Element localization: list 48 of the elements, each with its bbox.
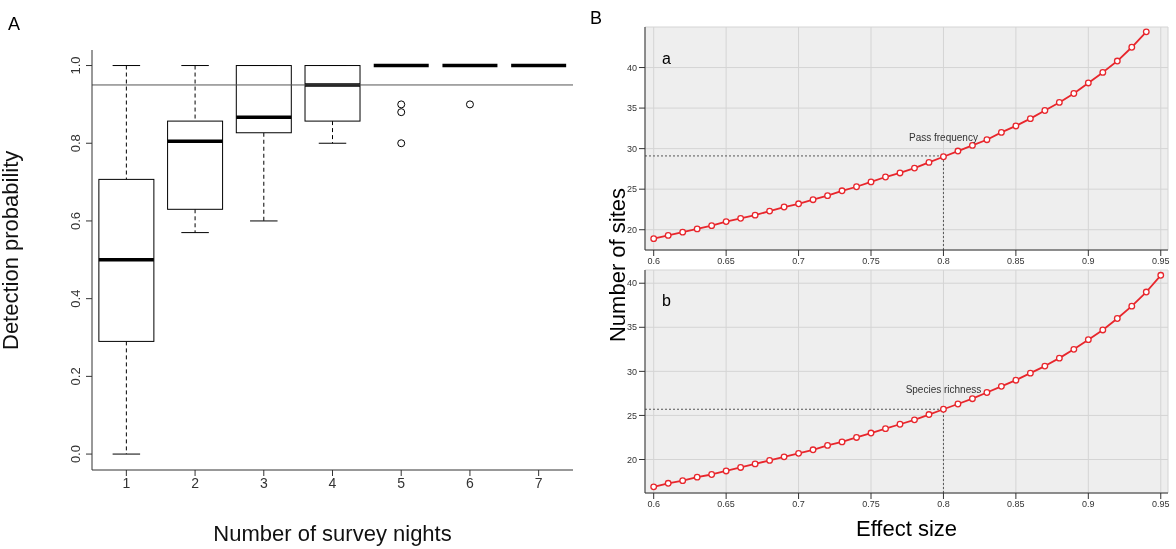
annotation: a [662, 50, 671, 68]
x-tick-label: 0.8 [937, 256, 950, 267]
x-tick-label: 4 [328, 474, 337, 491]
y-tick-label: 0.0 [68, 445, 83, 464]
x-tick-label: 0.8 [937, 499, 950, 510]
y-tick-label: 25 [626, 184, 637, 195]
y-tick-label: 35 [626, 103, 637, 114]
x-tick-label: 0.6 [647, 499, 660, 510]
x-tick-label: 0.6 [647, 256, 660, 267]
y-tick-label: 35 [626, 322, 637, 333]
x-tick-label: 3 [259, 474, 268, 491]
y-tick-label: 20 [626, 454, 637, 465]
y-tick-label: 40 [626, 62, 637, 73]
y-tick-label: 30 [626, 366, 637, 377]
x-tick-label: 2 [191, 474, 200, 491]
y-tick-label: 20 [626, 224, 637, 235]
x-tick-label: 0.65 [717, 499, 735, 510]
y-tick-label: 1.0 [68, 56, 83, 75]
x-axis-title: Effect size [854, 516, 959, 542]
x-tick-label: 0.65 [717, 256, 735, 267]
x-tick-label: 7 [534, 474, 543, 491]
y-tick-label: 0.2 [68, 367, 83, 386]
y-tick-label: 25 [626, 410, 637, 421]
y-tick-label: 30 [626, 143, 637, 154]
annotation: b [662, 292, 671, 310]
annotation: Species richness [905, 384, 982, 396]
x-tick-label: 0.85 [1007, 256, 1025, 267]
x-tick-label: 5 [397, 474, 406, 491]
x-tick-label: 1 [122, 474, 131, 491]
text: B [590, 8, 603, 29]
x-axis-title: Number of survey nights [213, 521, 452, 546]
x-tick-label: 0.85 [1007, 499, 1025, 510]
x-tick-label: 0.95 [1151, 499, 1170, 510]
y-tick-label: 0.8 [68, 134, 83, 153]
x-tick-label: 0.75 [862, 256, 880, 267]
x-tick-label: 0.7 [792, 499, 805, 510]
x-tick-label: 0.75 [862, 499, 880, 510]
y-tick-label: 40 [626, 278, 637, 289]
y-tick-label: 0.4 [68, 289, 83, 308]
text: A [8, 14, 21, 35]
x-tick-label: 0.7 [792, 256, 805, 267]
x-tick-label: 0.9 [1082, 499, 1095, 510]
x-tick-label: 0.9 [1082, 256, 1095, 267]
y-axis-title: Detection probability [0, 150, 23, 350]
x-tick-label: 6 [466, 474, 475, 491]
x-tick-label: 0.95 [1151, 256, 1170, 267]
annotation: Pass frequency [908, 131, 978, 143]
y-tick-label: 0.6 [68, 211, 83, 230]
